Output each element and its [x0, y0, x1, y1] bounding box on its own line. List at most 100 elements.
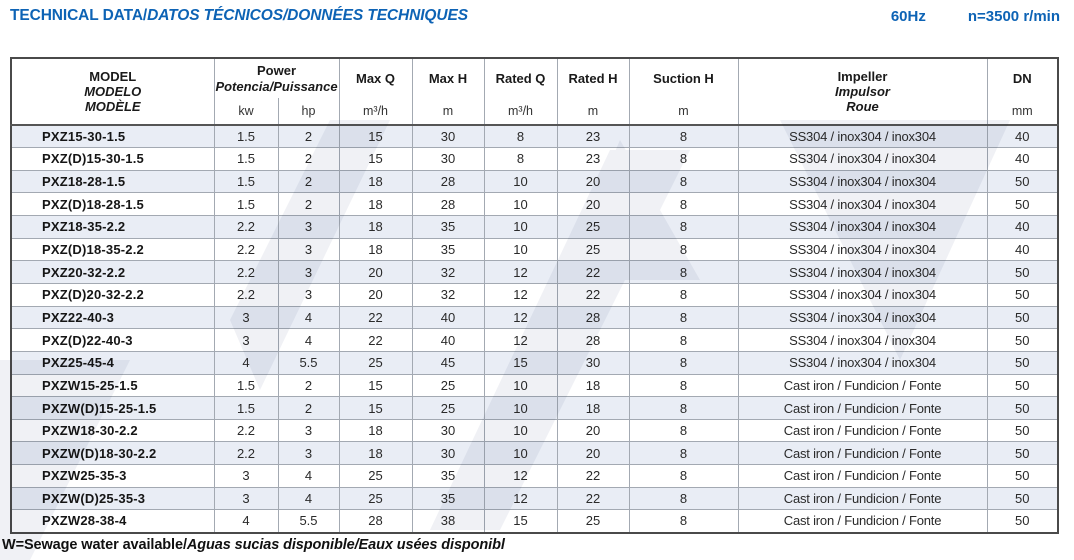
cell-impeller: Cast iron / Fundicion / Fonte	[737, 486, 988, 511]
cell-rated-h: 20	[556, 418, 630, 443]
cell-model: PXZ(D)15-30-1.5	[10, 147, 215, 171]
cell-rated-q: 15	[483, 509, 558, 534]
cell-rated-q: 10	[483, 418, 558, 443]
cell-max-h: 30	[411, 147, 485, 171]
cell-max-h: 28	[411, 169, 485, 194]
cell-impeller: Cast iron / Fundicion / Fonte	[737, 464, 988, 488]
table-row: PXZ22-40-3 3 4 22 40 12 28 8 SS304 / inox304 / i…	[10, 305, 1059, 330]
cell-hp: 4	[277, 464, 340, 488]
cell-suction-h: 8	[628, 396, 739, 420]
cell-suction-h: 8	[628, 441, 739, 466]
header-dn: DN	[986, 57, 1059, 98]
cell-impeller: SS304 / inox304 / inox304	[737, 260, 988, 284]
cell-max-q: 20	[338, 282, 413, 307]
cell-model: PXZW(D)18-30-2.2	[10, 441, 215, 466]
header-model-fr: MODÈLE	[84, 99, 141, 115]
cell-hp: 3	[277, 215, 340, 239]
cell-rated-q: 10	[483, 396, 558, 420]
cell-rated-h: 22	[556, 260, 630, 284]
cell-rated-h: 28	[556, 305, 630, 330]
cell-rated-q: 12	[483, 328, 558, 352]
page-title-en: TECHNICAL DATA/	[10, 7, 148, 24]
cell-kw: 3	[213, 486, 279, 511]
cell-suction-h: 8	[628, 486, 739, 511]
cell-dn: 50	[986, 509, 1059, 534]
cell-kw: 2.2	[213, 441, 279, 466]
footnote-translations: Aguas sucias disponible/Eaux usées dispo…	[186, 537, 505, 553]
header-max-q: Max Q	[338, 57, 413, 98]
cell-rated-h: 20	[556, 169, 630, 194]
unit-suction-h: m	[628, 98, 739, 126]
cell-model: PXZ15-30-1.5	[10, 124, 215, 149]
cell-hp: 2	[277, 169, 340, 194]
frequency-speed-group: 60Hz n=3500 r/min	[891, 7, 1060, 25]
cell-impeller: SS304 / inox304 / inox304	[737, 305, 988, 330]
table-header: MODEL MODELO MODÈLE Power Potencia/Puiss…	[10, 57, 1059, 126]
cell-max-h: 35	[411, 237, 485, 262]
unit-rated-h: m	[556, 98, 630, 126]
cell-suction-h: 8	[628, 328, 739, 352]
cell-model: PXZ18-28-1.5	[10, 169, 215, 194]
cell-max-h: 35	[411, 486, 485, 511]
cell-suction-h: 8	[628, 124, 739, 149]
cell-kw: 2.2	[213, 215, 279, 239]
cell-dn: 50	[986, 350, 1059, 375]
cell-max-q: 20	[338, 260, 413, 284]
cell-max-q: 25	[338, 464, 413, 488]
cell-rated-h: 22	[556, 486, 630, 511]
footnote-en: W=Sewage water available/	[2, 537, 187, 553]
unit-dn: mm	[986, 98, 1059, 126]
cell-max-h: 35	[411, 215, 485, 239]
unit-max-q: m³/h	[338, 98, 413, 126]
cell-max-h: 28	[411, 192, 485, 217]
cell-dn: 50	[986, 260, 1059, 284]
cell-impeller: Cast iron / Fundicion / Fonte	[737, 418, 988, 443]
table-row: PXZW(D)15-25-1.5 1.5 2 15 25 10 18 8 Cast iron /…	[10, 396, 1059, 420]
cell-suction-h: 8	[628, 260, 739, 284]
header-model-en: MODEL	[89, 68, 137, 84]
cell-rated-h: 30	[556, 350, 630, 375]
cell-rated-h: 25	[556, 215, 630, 239]
cell-kw: 1.5	[213, 396, 279, 420]
header-power-en: Power	[256, 63, 296, 79]
cell-kw: 2.2	[213, 282, 279, 307]
cell-kw: 1.5	[213, 192, 279, 217]
cell-suction-h: 8	[628, 305, 739, 330]
cell-max-h: 45	[411, 350, 485, 375]
cell-hp: 5.5	[277, 509, 340, 534]
cell-model: PXZW25-35-3	[10, 464, 215, 488]
cell-model: PXZ(D)18-28-1.5	[10, 192, 215, 217]
cell-rated-q: 12	[483, 305, 558, 330]
cell-impeller: SS304 / inox304 / inox304	[737, 169, 988, 194]
frequency-label: 60Hz	[890, 8, 926, 25]
header-rated-h: Rated H	[556, 57, 630, 98]
cell-impeller: SS304 / inox304 / inox304	[737, 328, 988, 352]
page-title-translations: DATOS TÉCNICOS/DONNÉES TECHNIQUES	[147, 7, 468, 24]
cell-model: PXZW15-25-1.5	[10, 373, 215, 398]
cell-max-q: 22	[338, 328, 413, 352]
cell-dn: 40	[986, 215, 1059, 239]
table-row: PXZ18-28-1.5 1.5 2 18 28 10 20 8 SS304 / inox304…	[10, 169, 1059, 194]
table-row: PXZW(D)25-35-3 3 4 25 35 12 22 8 Cast iron / Fun…	[10, 486, 1059, 511]
cell-rated-q: 12	[483, 282, 558, 307]
cell-rated-q: 10	[483, 192, 558, 217]
table-row: PXZ(D)15-30-1.5 1.5 2 15 30 8 23 8 SS304 / inox3…	[10, 147, 1059, 171]
cell-suction-h: 8	[628, 282, 739, 307]
cell-dn: 50	[986, 373, 1059, 398]
cell-rated-h: 25	[556, 237, 630, 262]
cell-hp: 2	[277, 373, 340, 398]
cell-max-h: 40	[411, 328, 485, 352]
cell-rated-h: 28	[556, 328, 630, 352]
cell-hp: 4	[277, 305, 340, 330]
cell-impeller: SS304 / inox304 / inox304	[737, 282, 988, 307]
cell-max-q: 28	[338, 509, 413, 534]
cell-model: PXZ(D)20-32-2.2	[10, 282, 215, 307]
header-suction-h: Suction H	[628, 57, 739, 98]
cell-rated-h: 20	[556, 192, 630, 217]
cell-hp: 3	[277, 282, 340, 307]
cell-max-q: 18	[338, 418, 413, 443]
cell-rated-q: 15	[483, 350, 558, 375]
cell-model: PXZW(D)25-35-3	[10, 486, 215, 511]
cell-rated-h: 20	[556, 441, 630, 466]
cell-max-h: 30	[411, 441, 485, 466]
